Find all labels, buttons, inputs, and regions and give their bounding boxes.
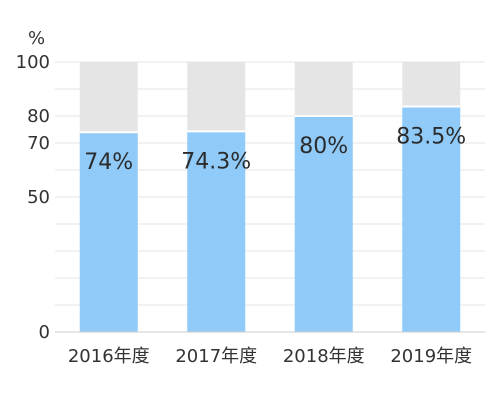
bar-value	[402, 106, 461, 332]
x-axis-labels: 2016年度 2017年度 2018年度 2019年度	[68, 346, 472, 367]
data-label: 74.3%	[181, 149, 251, 174]
data-label: 80%	[299, 134, 348, 159]
bar-remainder	[79, 62, 138, 133]
y-tick-label: 80	[27, 106, 50, 127]
y-tick-label: 70	[27, 133, 50, 154]
data-label: 83.5%	[396, 125, 466, 150]
x-category-label: 2019年度	[390, 346, 472, 367]
bar-value	[187, 131, 246, 332]
bars: 74% 74.3% 80% 83.5%	[79, 62, 466, 332]
y-axis-ticks: 0 50 70 80 100	[16, 52, 50, 343]
x-category-label: 2017年度	[175, 346, 257, 367]
bar-value	[79, 132, 138, 332]
y-tick-label: 100	[16, 52, 50, 73]
bar-remainder	[187, 62, 246, 132]
data-label: 74%	[84, 150, 133, 175]
x-category-label: 2018年度	[283, 346, 365, 367]
y-axis-unit-label: %	[28, 28, 45, 49]
x-category-label: 2016年度	[68, 346, 150, 367]
bar-remainder	[294, 62, 353, 116]
y-tick-label: 50	[27, 187, 50, 208]
bar-value	[294, 116, 353, 332]
bar-remainder	[402, 62, 461, 107]
y-tick-label: 0	[39, 322, 50, 343]
